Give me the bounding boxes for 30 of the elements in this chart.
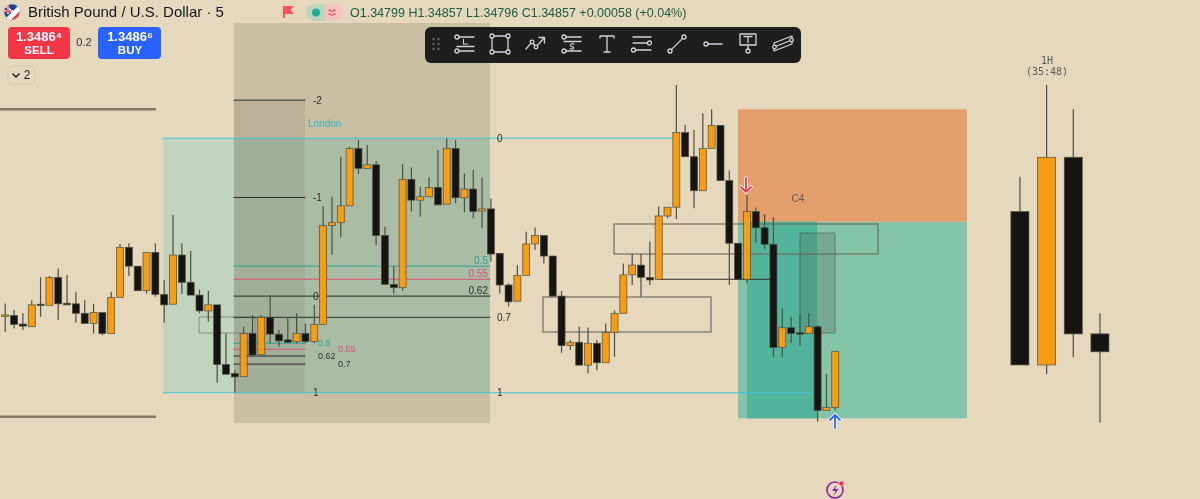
text: O1.34799 H1.34857 L1.34796 C1.34857 +0.00058 (+0.04%): [350, 6, 687, 20]
candlestick: [1037, 85, 1056, 375]
annotation: 0.7: [338, 359, 351, 370]
annotation: -1: [313, 191, 323, 203]
annotation: 0.5: [318, 338, 331, 349]
chart-title: British Pound / U.S. Dollar · 5: [28, 3, 224, 20]
text: BUY: [117, 44, 143, 56]
text: 2: [23, 68, 31, 82]
text: 1.3486⁴: [15, 29, 63, 44]
annotation: 0.55: [468, 268, 489, 280]
annotation: London: [308, 118, 342, 129]
annotation: 0.62: [468, 285, 489, 297]
candlestick: [1010, 176, 1030, 366]
annotation: 0.55: [338, 344, 356, 355]
annotation: 1: [313, 387, 319, 399]
annotation: 0.5: [474, 255, 489, 267]
candlestick: [1090, 312, 1110, 423]
annotation: 0: [313, 290, 319, 302]
annotation: 0: [497, 132, 503, 144]
text: 1.3486⁶: [107, 29, 153, 44]
candlestick: [1063, 108, 1083, 358]
chart-title: 1H: [1040, 55, 1054, 66]
chart-subtitle: (35:48): [1025, 66, 1069, 77]
annotation: -2: [313, 94, 323, 106]
annotation: 0.62: [318, 351, 336, 362]
annotation: 1: [497, 387, 503, 399]
annotation: C4: [791, 193, 805, 204]
annotation: 0.7: [497, 311, 512, 323]
text: SELL: [24, 44, 54, 56]
text: 0.2: [76, 36, 92, 48]
